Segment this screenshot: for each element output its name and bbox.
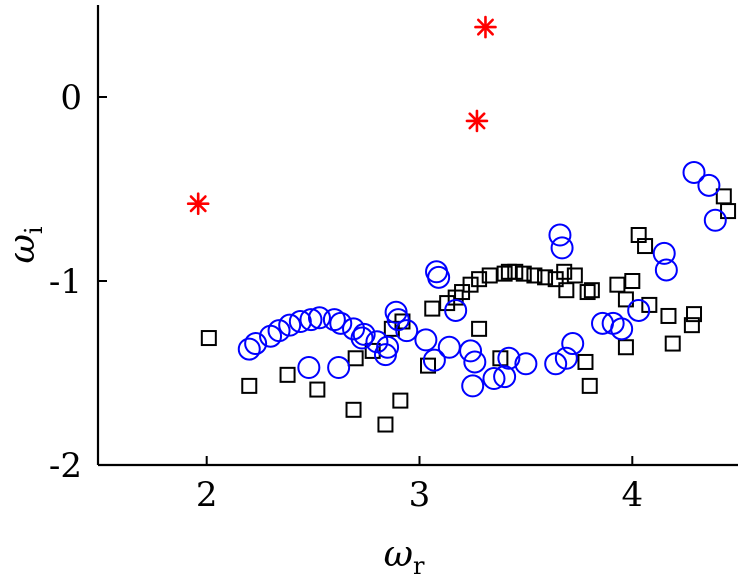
square-point	[566, 267, 583, 284]
circle-point	[414, 328, 438, 352]
circle-point	[461, 374, 485, 398]
circle-point	[297, 355, 321, 379]
circle-point	[548, 223, 572, 247]
circle-point	[365, 330, 389, 354]
square-point	[577, 353, 594, 370]
y-axis-label: ωi	[2, 226, 48, 263]
circle-point	[237, 337, 261, 361]
asterisk-point	[465, 109, 489, 133]
square-point	[686, 306, 703, 323]
asterisk-point	[186, 192, 210, 216]
square-point	[617, 291, 634, 308]
square-point	[496, 265, 513, 282]
square-point	[200, 330, 217, 347]
y-tick-label: 0	[60, 78, 82, 118]
square-point	[583, 282, 600, 299]
square-point	[424, 300, 441, 317]
circle-point	[352, 322, 376, 346]
square-point	[377, 416, 394, 433]
square-point	[481, 267, 498, 284]
circle-point	[278, 313, 302, 337]
square-point	[526, 267, 543, 284]
circle-point	[514, 352, 538, 376]
circle-point	[554, 346, 578, 370]
circle-point	[444, 298, 468, 322]
square-point	[439, 295, 456, 312]
square-point	[471, 320, 488, 337]
square-point	[579, 284, 596, 301]
circle-point	[459, 339, 483, 363]
square-point	[617, 339, 634, 356]
x-tick-label: 4	[621, 475, 643, 515]
circle-point	[697, 173, 721, 197]
y-tick-label: -2	[49, 446, 82, 486]
circle-point	[652, 241, 676, 265]
circle-point	[610, 317, 634, 341]
circle-point	[627, 298, 651, 322]
x-axis-label: ωr	[384, 534, 425, 580]
circle-point	[322, 308, 346, 332]
square-point	[537, 269, 554, 286]
circle-point	[342, 317, 366, 341]
circle-point	[482, 367, 506, 391]
circle-point	[244, 332, 268, 356]
square-point	[664, 335, 681, 352]
square-point	[660, 307, 677, 324]
circle-point	[437, 335, 461, 359]
square-point	[420, 357, 437, 374]
circle-point	[329, 311, 353, 335]
square-point	[392, 392, 409, 409]
circle-point	[395, 319, 419, 343]
circle-point	[373, 343, 397, 367]
x-tick-label: 3	[409, 475, 431, 515]
circle-point	[307, 306, 331, 330]
square-point	[347, 350, 364, 367]
circle-point	[427, 265, 451, 289]
square-point	[720, 203, 737, 220]
square-point	[471, 271, 488, 288]
square-point	[279, 366, 296, 383]
axes: 2 3 4 -2 -1 0	[49, 5, 738, 515]
circle-point	[267, 319, 291, 343]
data-points	[186, 15, 737, 433]
circle-point	[288, 309, 312, 333]
square-point	[558, 282, 575, 299]
square-point	[462, 276, 479, 293]
asterisk-point	[474, 15, 497, 39]
square-point	[345, 401, 362, 418]
circle-point	[493, 365, 517, 389]
y-tick-label: -1	[49, 262, 82, 302]
circle-point	[327, 355, 351, 379]
square-point	[581, 377, 598, 394]
circle-point	[550, 236, 574, 260]
circle-point	[463, 350, 487, 374]
circle-point	[350, 326, 374, 350]
x-tick-label: 2	[196, 475, 218, 515]
circle-point	[299, 308, 323, 332]
circle-point	[561, 332, 585, 356]
square-point	[609, 276, 626, 293]
circle-point	[422, 348, 446, 372]
square-point	[715, 188, 732, 205]
circle-point	[682, 160, 706, 184]
square-point	[507, 263, 524, 280]
square-point	[683, 317, 700, 334]
square-point	[637, 238, 654, 255]
circle-point	[497, 346, 521, 370]
square-point	[241, 377, 258, 394]
square-point	[556, 263, 573, 280]
square-point	[624, 273, 641, 289]
circle-point	[544, 352, 568, 376]
circle-point	[703, 208, 727, 232]
square-point	[309, 381, 326, 398]
circle-point	[654, 258, 678, 282]
square-point	[515, 265, 532, 282]
